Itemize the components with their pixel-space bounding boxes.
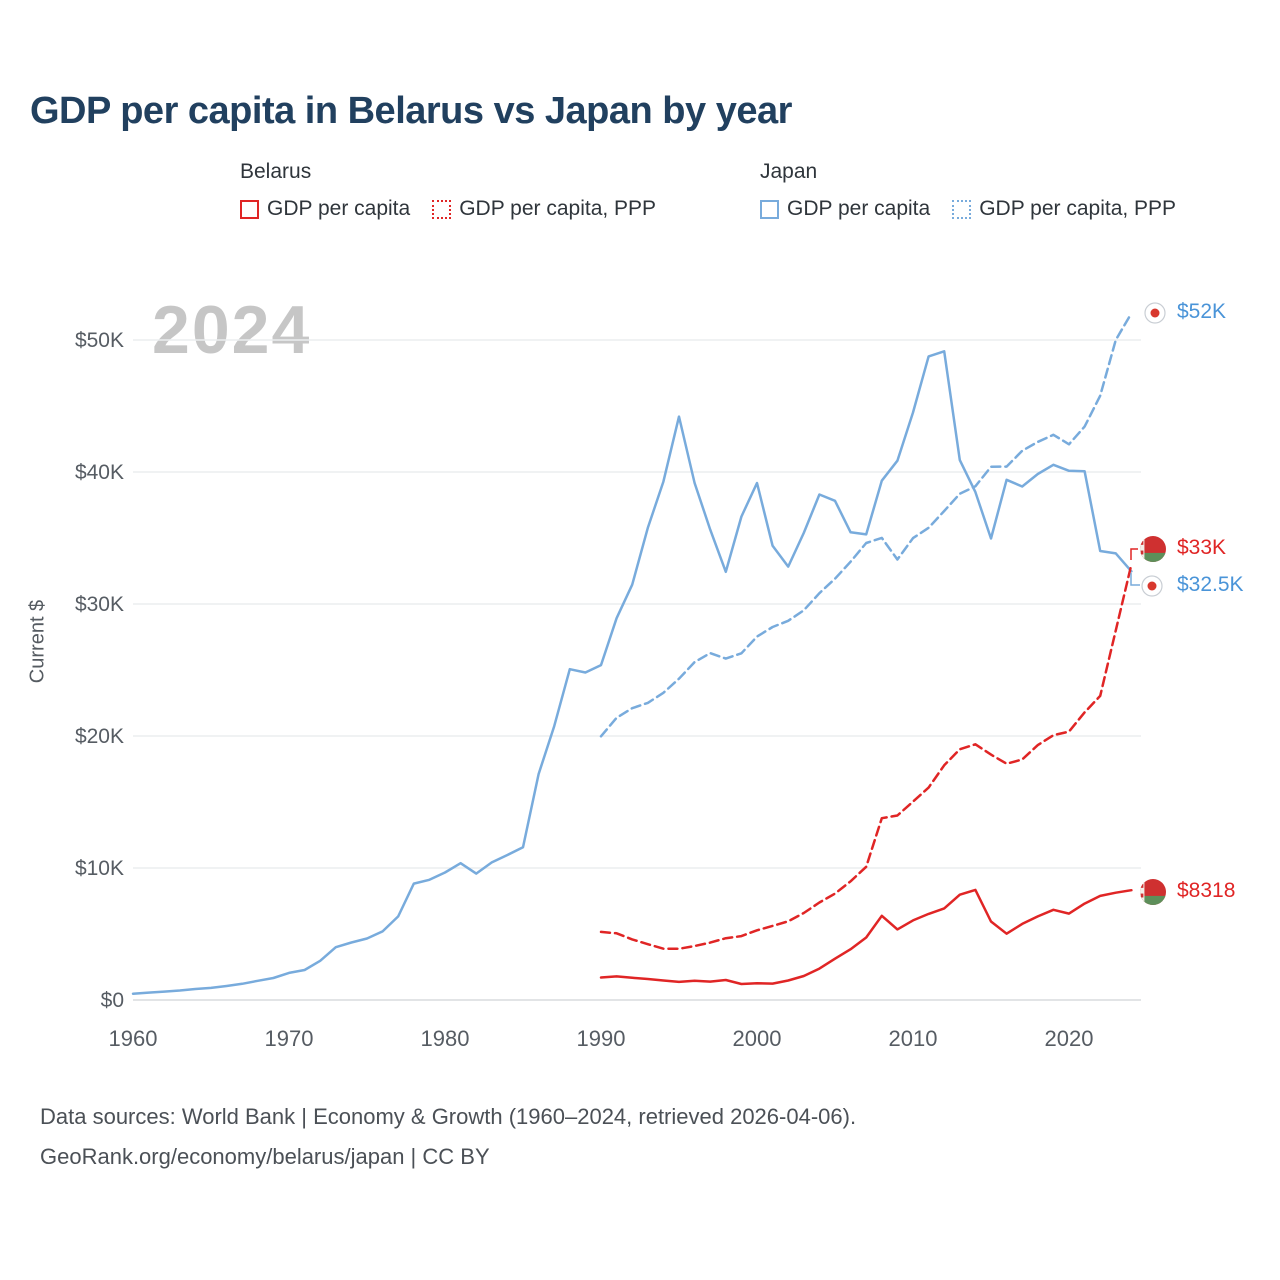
legend-group-belarus: Belarus GDP per capita GDP per capita, P…: [240, 160, 656, 221]
x-tick-label: 1990: [577, 1026, 626, 1051]
belarus-flag-marker: [1140, 536, 1166, 562]
end-label-japan-gdp: $32.5K: [1177, 573, 1244, 596]
end-label-belarus-gdp: $8318: [1177, 879, 1236, 902]
belarus-flag-marker: [1140, 879, 1166, 905]
y-tick-label: $50K: [75, 329, 124, 352]
x-tick-label: 2020: [1045, 1026, 1094, 1051]
legend-group-title-belarus: Belarus: [240, 160, 312, 183]
end-label-japan-ppp: $52K: [1177, 300, 1227, 323]
y-tick-label: $10K: [75, 857, 124, 880]
dotted-line-swatch-icon: [952, 199, 972, 219]
series-line-japan-ppp: [599, 312, 1133, 738]
y-tick-label: $0: [101, 989, 124, 1012]
page-title: GDP per capita in Belarus vs Japan by ye…: [30, 90, 792, 132]
y-tick-label: $20K: [75, 725, 124, 748]
legend-item-belarus-gdp[interactable]: GDP per capita: [240, 197, 410, 221]
x-tick-label: 2010: [889, 1026, 938, 1051]
series-line-belarus-ppp: [599, 563, 1133, 951]
leader-line-japan-gdp: [1130, 573, 1140, 586]
japan-flag-marker: [1144, 302, 1166, 324]
y-tick-label: $30K: [75, 593, 124, 616]
solid-line-swatch-icon: [760, 199, 779, 219]
japan-flag-marker: [1141, 575, 1163, 597]
x-tick-label: 2000: [733, 1026, 782, 1051]
legend-item-japan-gdp-ppp[interactable]: GDP per capita, PPP: [952, 197, 1176, 221]
data-sources-text: Data sources: World Bank | Economy & Gro…: [40, 1104, 857, 1129]
legend-item-belarus-gdp-ppp[interactable]: GDP per capita, PPP: [432, 197, 656, 221]
leader-line-belarus-ppp: [1130, 548, 1138, 560]
legend-group-title-japan: Japan: [760, 160, 818, 183]
legend-item-label: GDP per capita: [787, 197, 931, 220]
series-line-japan-gdp: [131, 350, 1133, 995]
legend-item-label: GDP per capita, PPP: [459, 197, 657, 220]
x-tick-label: 1970: [265, 1026, 314, 1051]
solid-line-swatch-icon: [240, 199, 259, 219]
source-url-text: GeoRank.org/economy/belarus/japan | CC B…: [40, 1144, 490, 1169]
watermark-year: 2024: [152, 292, 312, 368]
legend-group-japan: Japan GDP per capita GDP per capita, PPP: [760, 160, 1176, 221]
legend-item-label: GDP per capita: [267, 197, 411, 220]
end-label-belarus-ppp: $33K: [1177, 536, 1227, 559]
legend-item-label: GDP per capita, PPP: [979, 197, 1177, 220]
x-tick-label: 1960: [109, 1026, 158, 1051]
y-tick-label: $40K: [75, 461, 124, 484]
series-line-belarus-gdp: [599, 888, 1133, 986]
legend-item-japan-gdp[interactable]: GDP per capita: [760, 197, 930, 221]
dotted-line-swatch-icon: [432, 199, 452, 219]
x-tick-label: 1980: [421, 1026, 470, 1051]
